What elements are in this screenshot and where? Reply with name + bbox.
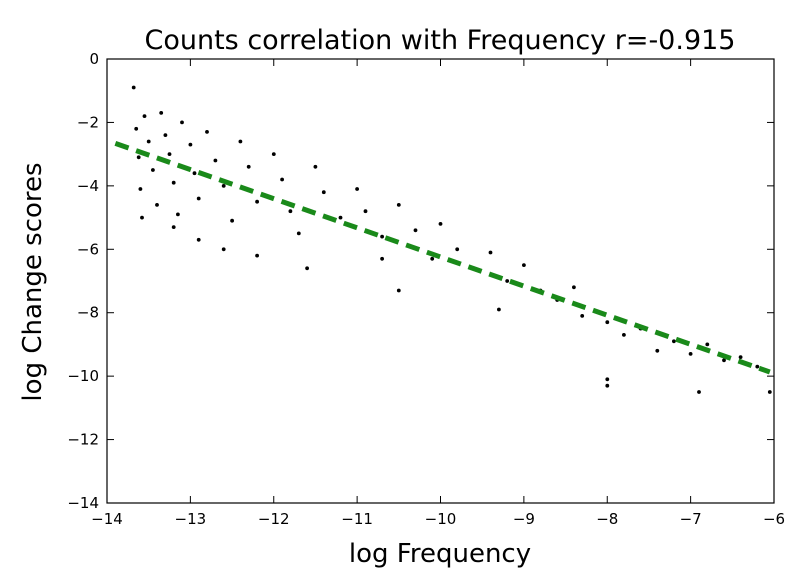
y-tick-label: −8 xyxy=(77,304,99,322)
scatter-point xyxy=(296,231,301,236)
scatter-point xyxy=(755,364,760,369)
scatter-point xyxy=(313,164,318,169)
scatter-point xyxy=(238,139,243,144)
scatter-point xyxy=(622,333,626,337)
scatter-point xyxy=(271,152,276,157)
y-tick-label: −12 xyxy=(67,431,99,449)
y-axis-label: log Change scores xyxy=(18,162,48,401)
scatter-point xyxy=(134,126,139,131)
scatter-point xyxy=(205,130,209,134)
x-tick-label: −11 xyxy=(341,510,373,528)
scatter-point xyxy=(159,111,164,115)
scatter-point xyxy=(697,390,701,394)
scatter-point xyxy=(196,237,201,242)
scatter-point xyxy=(380,234,384,239)
scatter-point xyxy=(338,215,343,220)
scatter-point xyxy=(738,355,743,359)
scatter-point xyxy=(655,348,660,353)
scatter-point xyxy=(221,247,226,252)
scatter-point xyxy=(230,218,235,223)
scatter-point xyxy=(522,263,526,267)
scatter-point xyxy=(246,164,251,169)
scatter-point xyxy=(163,133,168,138)
scatter-point xyxy=(171,225,176,230)
scatter-point xyxy=(455,247,460,252)
scatter-point xyxy=(396,288,401,293)
y-tick-label: 0 xyxy=(89,50,99,68)
scatter-point xyxy=(305,266,309,271)
scatter-point xyxy=(176,212,180,217)
x-axis-label: log Frequency xyxy=(349,539,531,569)
scatter-point xyxy=(192,171,197,176)
scatter-point xyxy=(151,168,155,172)
scatter-point xyxy=(363,209,368,214)
scatter-point xyxy=(255,253,259,258)
x-tick-label: −14 xyxy=(91,510,123,528)
scatter-point xyxy=(171,180,176,185)
y-tick-label: −14 xyxy=(67,494,99,512)
x-tick-label: −7 xyxy=(680,510,702,528)
chart-title: Counts correlation with Frequency r=-0.9… xyxy=(145,25,736,56)
scatter-point xyxy=(413,228,418,233)
scatter-point xyxy=(136,155,141,160)
scatter-point xyxy=(138,187,143,191)
y-tick-label: −10 xyxy=(67,367,99,385)
scatter-point xyxy=(722,358,726,363)
scatter-point xyxy=(140,215,144,220)
scatter-point xyxy=(705,342,710,347)
axes: −14 −13 −12 −11 −10 −9 −8 −7 −6 0 −2 −4 −6 −8 −10 −12 −1… xyxy=(67,50,785,528)
scatter-point xyxy=(572,285,576,290)
scatter-point xyxy=(131,85,136,90)
scatter-point xyxy=(430,256,435,261)
scatter-point xyxy=(180,120,184,125)
y-tick-label: −6 xyxy=(77,240,99,258)
scatter-point xyxy=(167,152,172,157)
x-tick-label: −8 xyxy=(596,510,618,528)
scatter-point xyxy=(321,190,326,195)
scatter-point xyxy=(255,199,259,204)
scatter-point xyxy=(688,352,693,356)
scatter-point xyxy=(196,196,201,201)
scatter-point xyxy=(438,222,443,226)
scatter-point xyxy=(605,320,610,325)
scatter-point xyxy=(505,279,510,283)
scatter-point xyxy=(767,390,772,394)
scatter-point xyxy=(142,114,147,118)
scatter-point xyxy=(155,203,159,207)
scatter-point xyxy=(146,139,151,144)
scatter-point xyxy=(188,142,193,147)
plot-area xyxy=(114,85,772,394)
scatter-point xyxy=(380,256,384,261)
regression-fit-line xyxy=(114,140,771,375)
scatter-point xyxy=(221,184,226,188)
scatter-point xyxy=(355,187,359,191)
y-tick-label: −4 xyxy=(77,177,99,195)
scatter-point xyxy=(396,203,401,207)
x-tick-label: −12 xyxy=(258,510,290,528)
y-tick-label: −2 xyxy=(77,113,99,131)
x-tick-label: −6 xyxy=(763,510,785,528)
x-tick-label: −9 xyxy=(513,510,535,528)
scatter-point xyxy=(580,314,585,318)
scatter-point xyxy=(497,307,501,312)
x-tick-label: −13 xyxy=(175,510,207,528)
scatter-point xyxy=(605,377,610,382)
scatter-point xyxy=(488,250,493,255)
scatter-point xyxy=(288,209,293,214)
scatter-point xyxy=(605,383,610,388)
scatter-point xyxy=(213,158,218,163)
scatter-point xyxy=(672,339,676,344)
x-tick-label: −10 xyxy=(425,510,457,528)
scatter-point xyxy=(280,177,284,182)
